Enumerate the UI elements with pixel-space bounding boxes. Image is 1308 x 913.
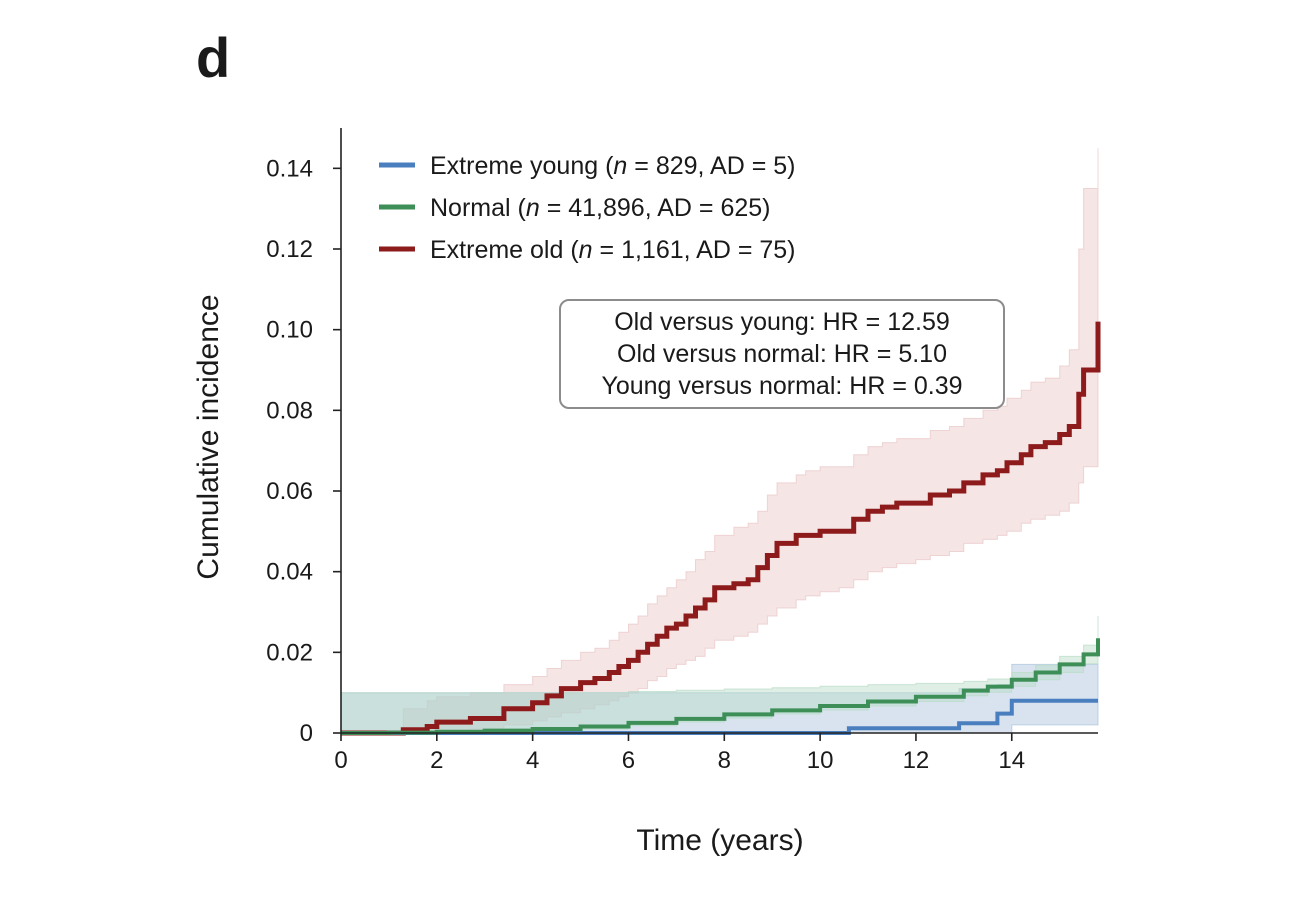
legend-label-old: Extreme old (n = 1,161, AD = 75): [430, 236, 796, 264]
hr-annotation-box: Old versus young: HR = 12.59 Old versus …: [559, 299, 1005, 409]
y-tick-label: 0: [300, 720, 313, 747]
x-tick-label: 6: [622, 747, 635, 774]
x-tick-label: 12: [903, 747, 930, 774]
y-tick-label: 0.02: [266, 639, 313, 666]
legend-label-young: Extreme young (n = 829, AD = 5): [430, 152, 796, 180]
series-line-normal: [341, 638, 1100, 735]
panel-label: d: [196, 26, 230, 89]
hr-line-old-young: Old versus young: HR = 12.59: [614, 308, 950, 336]
ci-band-old: [341, 148, 1099, 734]
series-line-young: [341, 698, 1098, 735]
y-tick-label: 0.04: [266, 559, 313, 586]
hr-box-frame: [559, 299, 1005, 409]
axes: [340, 128, 1098, 734]
series-lines: [341, 321, 1101, 736]
y-tick-label: 0.14: [266, 155, 313, 182]
x-tick-label: 4: [526, 747, 539, 774]
y-tick-label: 0.12: [266, 236, 313, 263]
x-ticks: 0 2 4 6 8 10 12 14: [334, 733, 1025, 774]
y-tick-label: 0.10: [266, 317, 313, 344]
y-tick-label: 0.06: [266, 478, 313, 505]
x-tick-label: 14: [998, 747, 1025, 774]
x-tick-label: 8: [718, 747, 731, 774]
x-tick-label: 10: [807, 747, 834, 774]
hr-line-old-normal: Old versus normal: HR = 5.10: [617, 340, 947, 368]
legend-label-normal: Normal (n = 41,896, AD = 625): [430, 194, 770, 222]
x-tick-label: 0: [334, 747, 347, 774]
y-ticks: 0 0.02 0.04 0.06 0.08 0.10 0.12 0.14: [266, 155, 341, 747]
legend: Extreme young (n = 829, AD = 5) Normal (n…: [379, 152, 796, 264]
series-line-old: [341, 321, 1101, 736]
y-axis-title: Cumulative incidence: [192, 294, 225, 579]
hr-line-young-normal: Young versus normal: HR = 0.39: [601, 372, 962, 400]
y-tick-label: 0.08: [266, 397, 313, 424]
x-tick-label: 2: [430, 747, 443, 774]
x-axis-title: Time (years): [636, 824, 803, 857]
